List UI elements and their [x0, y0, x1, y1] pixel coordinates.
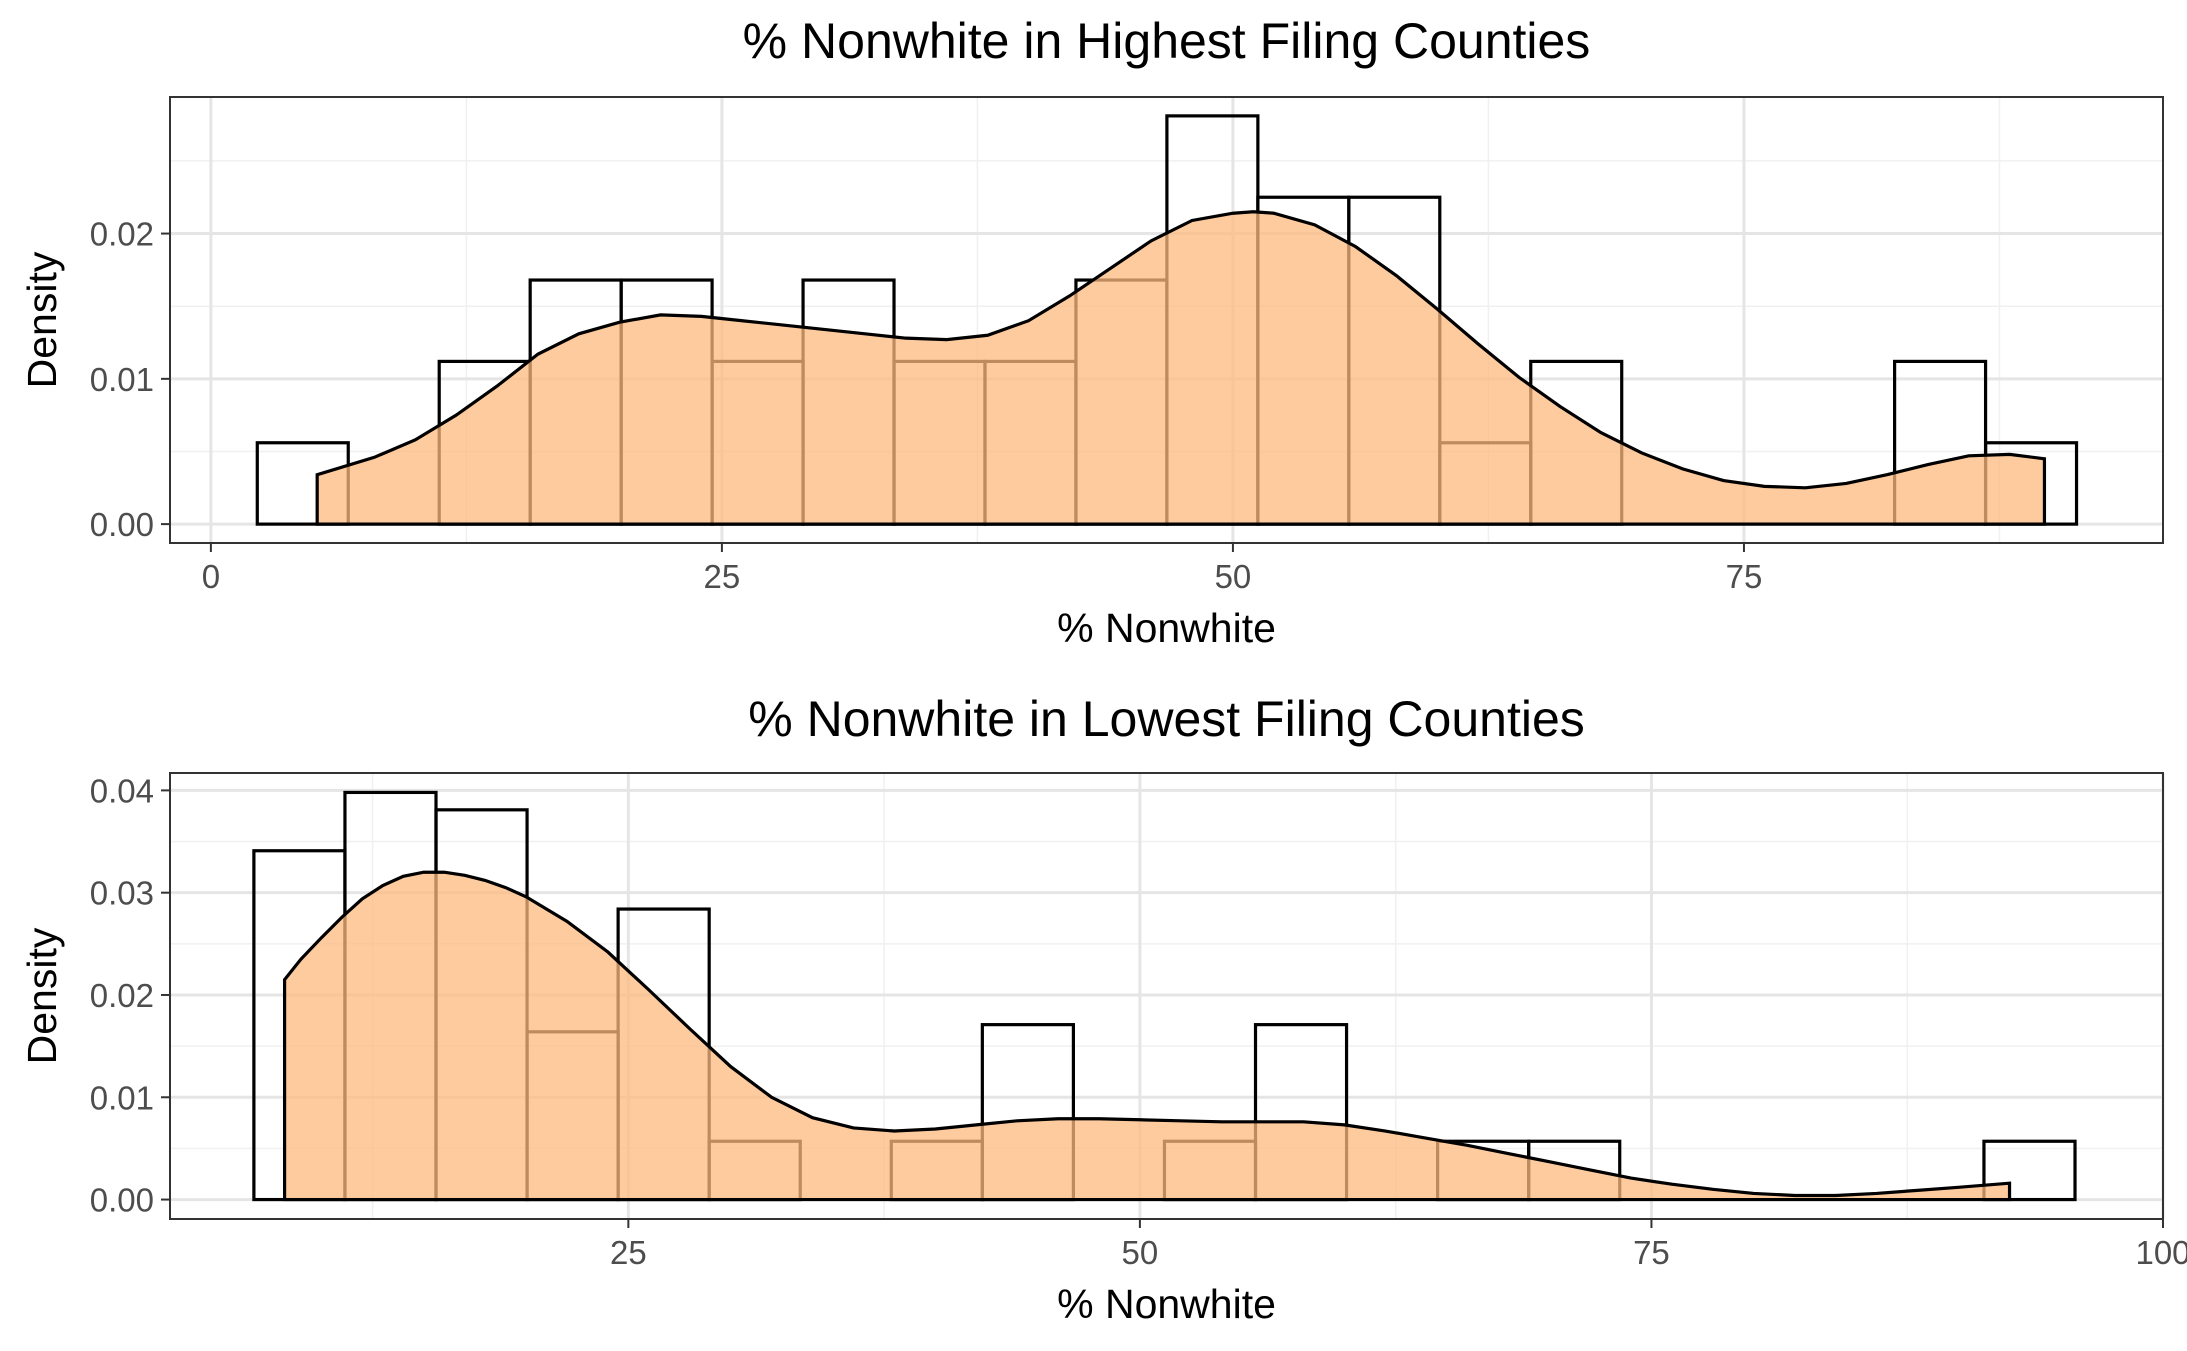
chart-title: % Nonwhite in Lowest Filing Counties — [748, 691, 1585, 747]
x-tick-label: 50 — [1215, 558, 1252, 595]
chart-panel-2: 25 50 75 100 0.00 0.01 0.02 0.03 0.04 % Nonwhite … — [19, 691, 2187, 1327]
y-tick-label: 0.00 — [90, 506, 154, 543]
x-tick-label: 75 — [1726, 558, 1763, 595]
x-axis-title: % Nonwhite — [1057, 1281, 1276, 1327]
x-tick-label: 50 — [1122, 1234, 1159, 1271]
x-tick-label: 100 — [2135, 1234, 2187, 1271]
y-tick-label: 0.02 — [90, 977, 154, 1014]
y-tick-label: 0.04 — [90, 772, 154, 809]
x-tick-label: 0 — [202, 558, 220, 595]
x-axis-title: % Nonwhite — [1057, 605, 1276, 651]
histogram-bar — [1982, 1139, 2077, 1202]
y-axis-title: Density — [19, 251, 65, 388]
panel-border — [169, 96, 2164, 544]
panel-border — [169, 772, 2164, 1220]
y-tick-label: 0.01 — [90, 1079, 154, 1116]
x-tick-label: 25 — [704, 558, 741, 595]
y-tick-label: 0.03 — [90, 875, 154, 912]
density-curve — [282, 870, 2012, 1202]
x-tick-label: 75 — [1633, 1234, 1670, 1271]
density-curve — [315, 210, 2047, 526]
x-tick-label: 25 — [610, 1234, 647, 1271]
chart-panel-1: 0 25 50 75 0.00 0.01 0.02 % Nonwhite in Highest… — [19, 13, 2164, 651]
chart-title: % Nonwhite in Highest Filing Counties — [743, 13, 1591, 69]
y-tick-label: 0.02 — [90, 216, 154, 253]
y-axis-title: Density — [19, 927, 65, 1064]
y-tick-label: 0.00 — [90, 1182, 154, 1219]
y-tick-label: 0.01 — [90, 361, 154, 398]
